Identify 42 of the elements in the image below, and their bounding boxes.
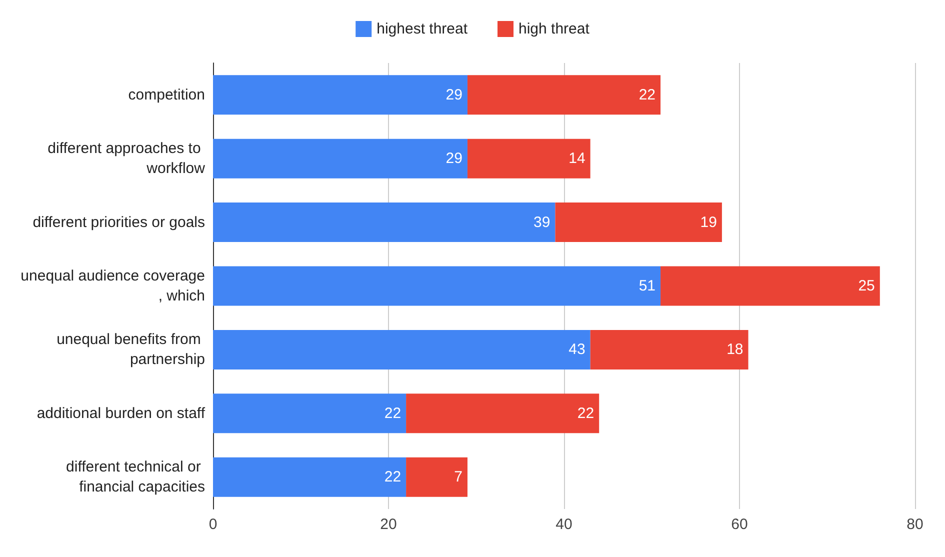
bar — [213, 202, 556, 242]
bar — [660, 266, 880, 306]
data-label: 39 — [534, 214, 550, 231]
y-tick-label: different technical or financial capacities — [66, 458, 205, 496]
y-tick-label: competition — [128, 86, 205, 104]
bar — [213, 457, 406, 497]
data-label: 29 — [446, 86, 462, 104]
y-tick-label: unequal benefits from partnership — [56, 331, 205, 368]
x-tick-label: 80 — [906, 516, 924, 533]
x-tick-label: 60 — [731, 516, 748, 533]
bar — [406, 457, 468, 497]
bar — [213, 266, 661, 306]
y-tick-label: different priorities or goals — [32, 214, 205, 231]
data-label: 14 — [568, 150, 586, 168]
data-label: 7 — [454, 468, 462, 486]
x-tick-label: 40 — [556, 516, 572, 533]
legend-label: high threat — [518, 20, 590, 38]
data-label: 29 — [446, 150, 462, 168]
bar — [590, 330, 748, 370]
data-label: 43 — [568, 341, 586, 358]
bar — [213, 138, 468, 178]
data-label: 51 — [638, 278, 656, 294]
bar — [213, 330, 590, 370]
data-label: 19 — [700, 214, 717, 231]
bar — [213, 75, 468, 115]
y-tick-label: additional burden on staff — [36, 404, 206, 422]
data-label: 22 — [384, 404, 402, 422]
data-label: 22 — [577, 404, 594, 422]
data-label: 22 — [638, 86, 656, 104]
x-tick-label: 20 — [380, 516, 397, 533]
data-label: 18 — [726, 341, 744, 358]
y-tick-label: unequal audience coverage, which — [20, 268, 205, 304]
data-label: 22 — [384, 468, 402, 486]
data-label: 25 — [858, 278, 875, 294]
legend-label: highest threat — [376, 20, 468, 38]
bar — [467, 75, 661, 115]
x-tick-label: 0 — [208, 516, 218, 533]
bar — [555, 202, 722, 242]
y-tick-label: different approaches to workflow — [48, 140, 206, 178]
bar — [467, 138, 590, 178]
bar — [213, 394, 406, 434]
bar — [406, 394, 600, 434]
